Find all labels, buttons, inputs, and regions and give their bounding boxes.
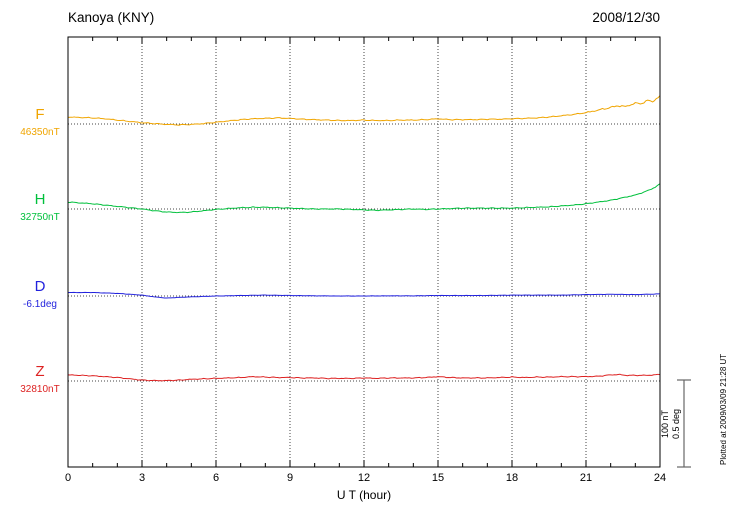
x-tick-label-18: 18 — [506, 472, 518, 484]
x-axis-label: U T (hour) — [337, 488, 391, 502]
x-tick-label-0: 0 — [65, 472, 71, 484]
series-value-Z: 32810nT — [20, 384, 59, 395]
trace-H — [67, 183, 661, 214]
series-label-H: H — [35, 191, 46, 208]
series-label-D: D — [35, 278, 46, 295]
series-value-H: 32750nT — [20, 212, 59, 223]
series-labels: F 46350nT H 32750nT D -6.1deg Z 32810nT — [20, 106, 59, 395]
baselines — [68, 123, 660, 382]
traces — [67, 95, 661, 382]
trace-D — [67, 291, 661, 299]
x-tick-labels: 0 3 6 9 12 15 18 21 24 — [65, 472, 666, 484]
series-label-F: F — [35, 106, 44, 123]
x-tick-label-6: 6 — [213, 472, 219, 484]
gridlines — [141, 37, 587, 467]
scale-label-deg: 0.5 deg — [671, 409, 681, 439]
date-label: 2008/12/30 — [592, 10, 660, 25]
station-title: Kanoya (KNY) — [68, 10, 154, 25]
scale-label-nt: 100 nT — [660, 409, 670, 438]
scale-bar — [677, 379, 691, 468]
series-value-D: -6.1deg — [23, 299, 57, 310]
series-value-F: 46350nT — [20, 127, 59, 138]
x-tick-label-9: 9 — [287, 472, 293, 484]
trace-F — [67, 95, 661, 126]
x-tick-label-3: 3 — [139, 472, 145, 484]
trace-Z — [67, 373, 661, 382]
series-label-Z: Z — [35, 363, 44, 380]
x-tick-label-12: 12 — [358, 472, 370, 484]
x-tick-label-21: 21 — [580, 472, 592, 484]
x-tick-label-24: 24 — [654, 472, 666, 484]
plot-frame — [67, 36, 661, 468]
plotted-at-label: Plotted at 2009/03/09 21:28 UT — [719, 354, 728, 465]
axis-ticks — [67, 37, 661, 467]
x-tick-label-15: 15 — [432, 472, 444, 484]
